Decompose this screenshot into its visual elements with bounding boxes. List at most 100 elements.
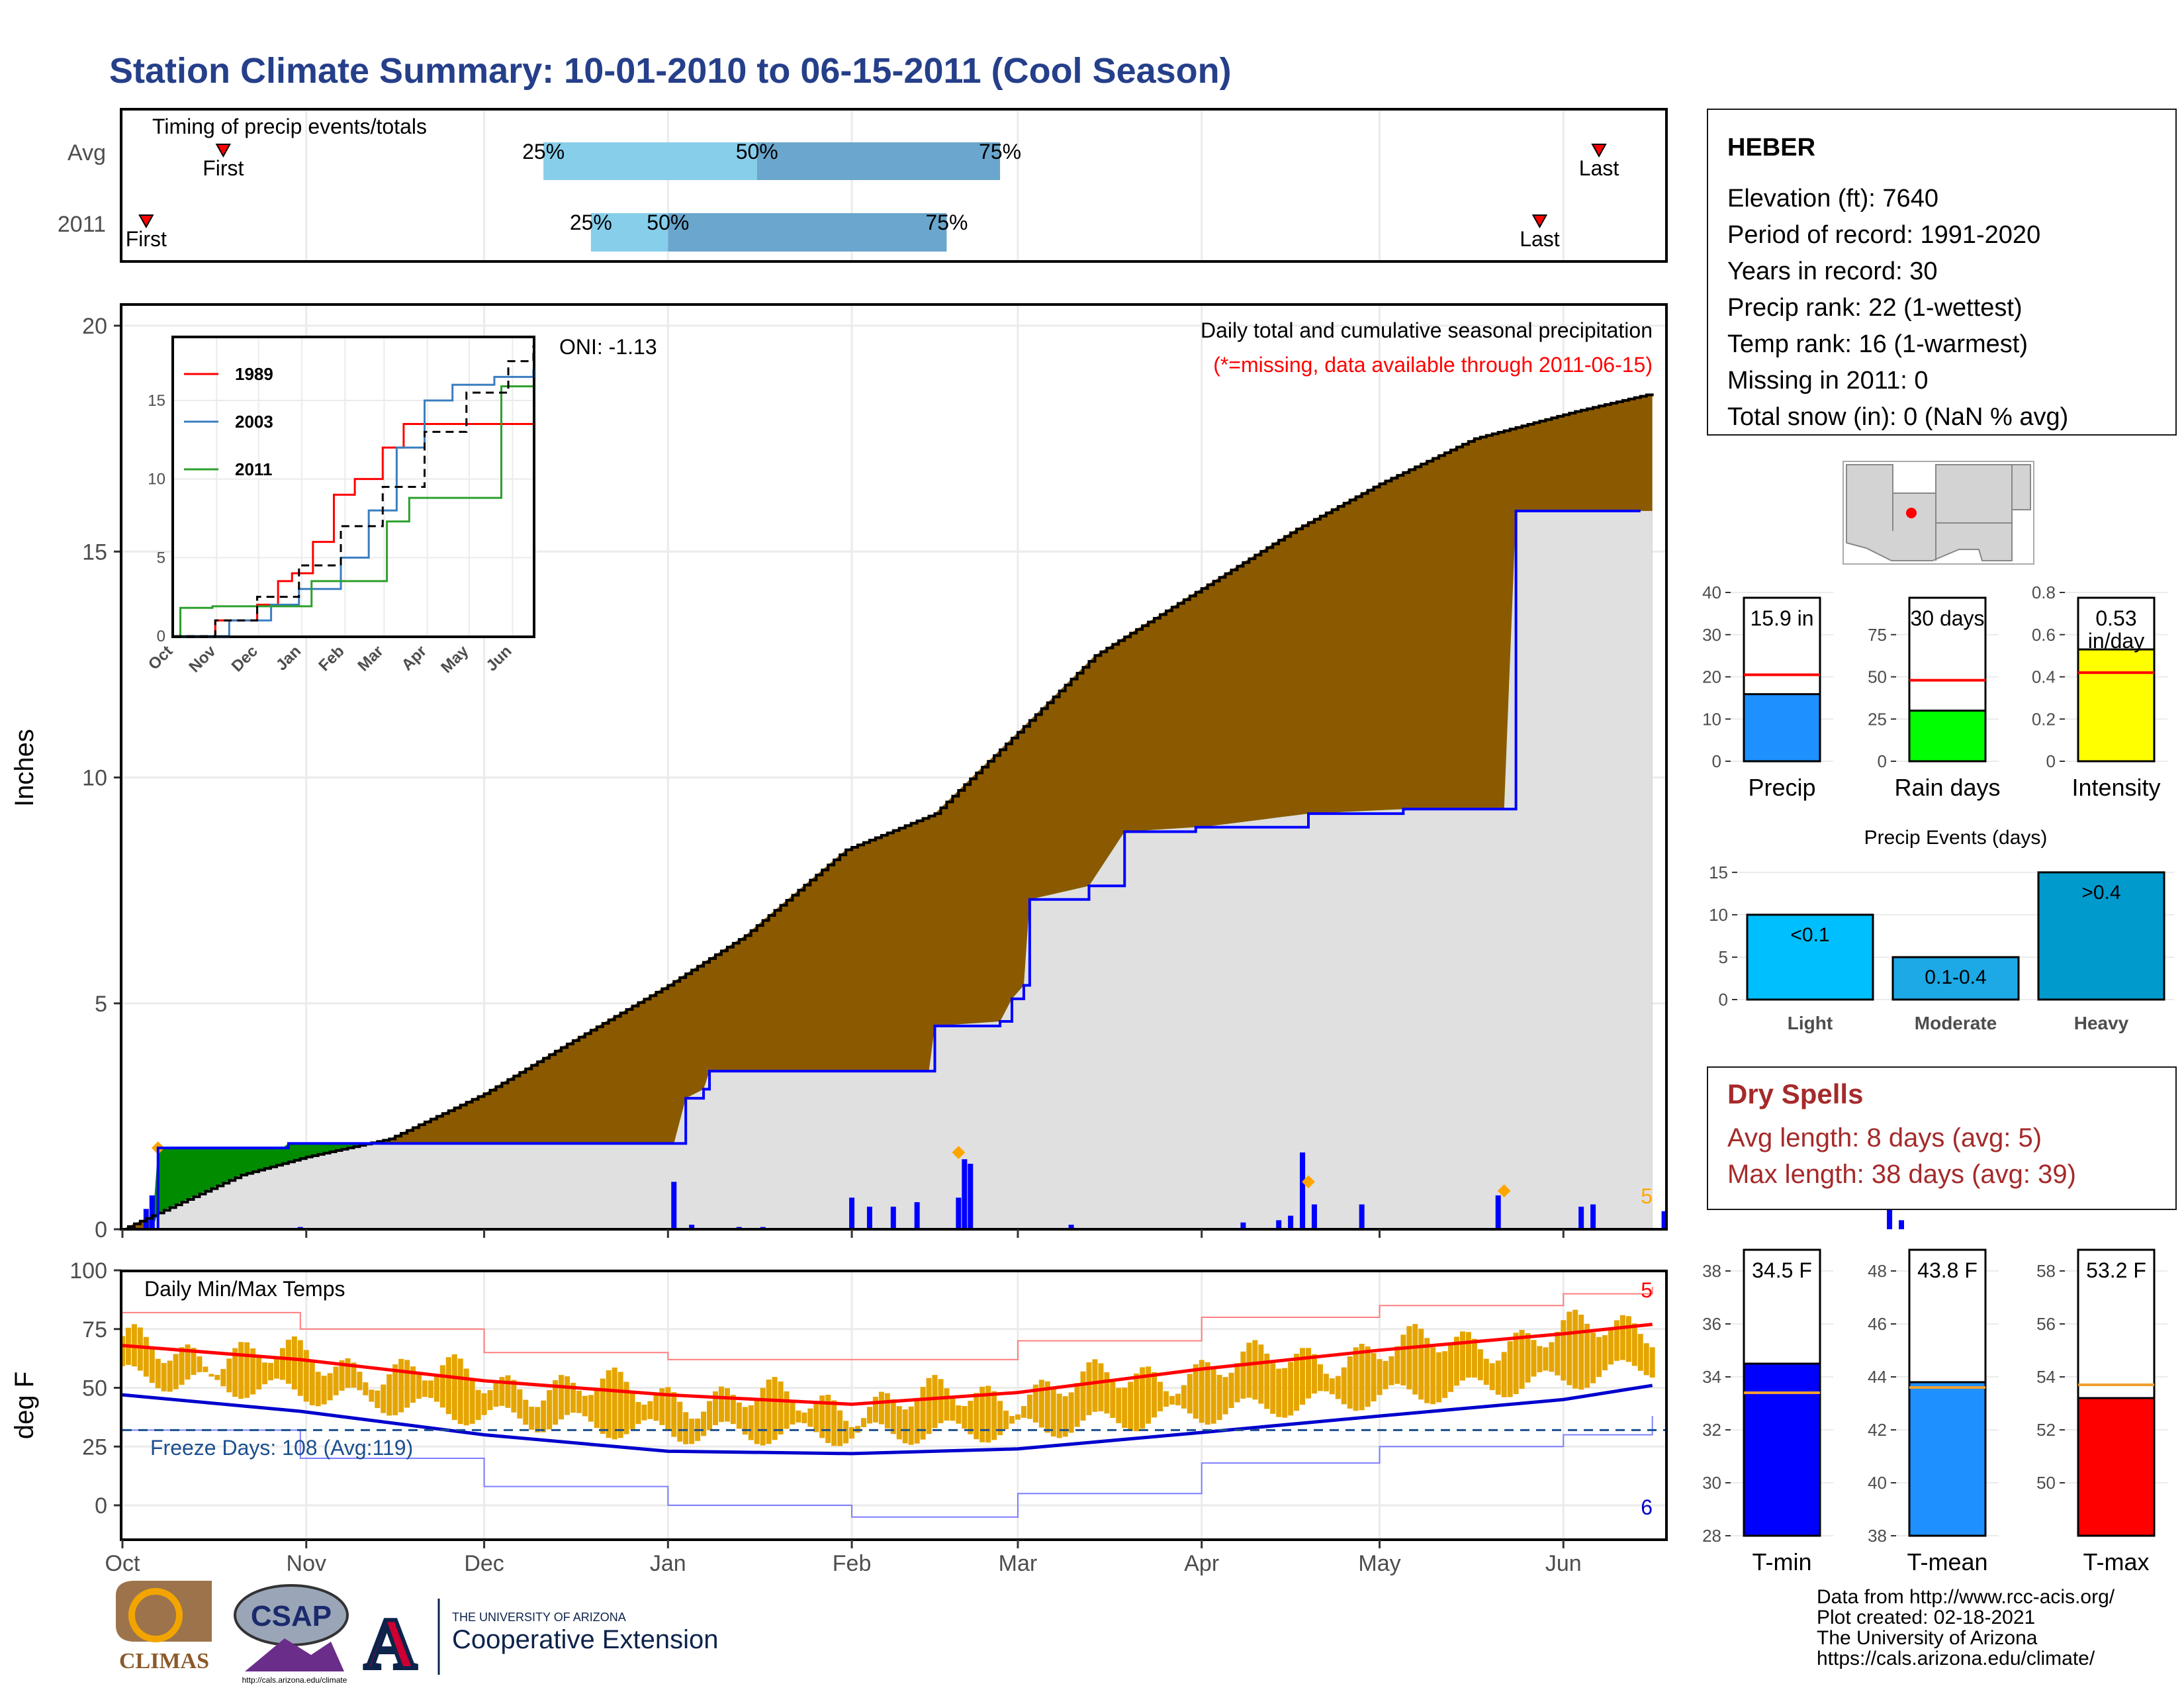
daily-temp-bar — [866, 1407, 872, 1424]
daily-temp-bar — [1418, 1329, 1424, 1400]
daily-temp-bar — [801, 1412, 807, 1424]
events-y-tick-label: 15 — [1709, 863, 1728, 882]
daily-precip-bar — [1661, 1211, 1667, 1229]
daily-temp-bar — [517, 1389, 523, 1419]
intensity-y-tick-label: 0.8 — [2032, 583, 2056, 602]
daily-temp-bar — [1561, 1320, 1567, 1381]
daily-temp-bar — [167, 1360, 173, 1392]
ua-line1: THE UNIVERSITY OF ARIZONA — [452, 1611, 626, 1624]
daily-temp-bar — [962, 1406, 968, 1429]
temp-y-tick-label: 50 — [82, 1376, 107, 1401]
daily-precip-bar — [1495, 1195, 1501, 1229]
daily-temp-bar — [1483, 1358, 1489, 1385]
daily-temp-bar — [689, 1419, 695, 1444]
daily-temp-bar — [665, 1387, 671, 1431]
daily-temp-bar — [173, 1354, 179, 1389]
daily-temp-bar — [303, 1350, 309, 1402]
intensity-y-tick-label: 0 — [2046, 751, 2056, 771]
daily-temp-bar — [754, 1397, 760, 1444]
daily-precip-bar — [689, 1225, 695, 1229]
inset-y-tick-label: 5 — [157, 549, 165, 567]
tmin-y-tick-label: 36 — [1702, 1314, 1721, 1334]
daily-temp-bar — [1276, 1368, 1282, 1417]
daily-temp-bar — [1531, 1340, 1537, 1377]
precip-marker — [1302, 1175, 1315, 1189]
daily-temp-bar — [617, 1372, 623, 1438]
daily-temp-bar — [1365, 1346, 1371, 1407]
timing-panel: 25% 50% 75% First Last 25% 50% 75% First Last Tim… — [58, 108, 1668, 263]
timing-p25-label: 25% — [522, 140, 565, 164]
month-label: Feb — [833, 1551, 872, 1576]
daily-temp-bar — [1038, 1380, 1044, 1428]
climas-logo: CLIMAS — [116, 1581, 212, 1673]
rain-days-y-tick-label: 25 — [1868, 709, 1887, 729]
precip-y-label: Inches — [10, 729, 39, 807]
daily-temp-bar — [576, 1390, 582, 1413]
daily-temp-bar — [1092, 1359, 1098, 1412]
daily-temp-bar — [896, 1406, 902, 1440]
daily-temp-bar — [1619, 1315, 1625, 1360]
precip-area — [122, 393, 1653, 1230]
temp-panel: 0 25 50 75 100 Daily Min/Max Temps Freeze Da… — [10, 1258, 1668, 1541]
daily-temp-bar — [238, 1342, 244, 1399]
daily-temp-bar — [1643, 1343, 1649, 1376]
daily-temp-bar — [1015, 1414, 1021, 1420]
rain-days-y-tick-label: 50 — [1868, 667, 1887, 687]
timing-label: Timing of precip events/totals — [152, 115, 427, 138]
station-precip-rank: Precip rank: 22 (1-wettest) — [1727, 294, 2023, 322]
daily-temp-bar — [582, 1395, 588, 1417]
daily-temp-bar — [428, 1380, 433, 1398]
daily-temp-bar — [730, 1395, 736, 1425]
daily-temp-bar — [226, 1358, 232, 1393]
intensity-value-label: 0.53 — [2095, 606, 2136, 630]
daily-temp-bar — [974, 1393, 979, 1440]
daily-temp-bar — [659, 1388, 665, 1425]
timing-marker-label: First — [203, 156, 244, 180]
daily-temp-bar — [813, 1401, 819, 1432]
daily-precip-bar — [956, 1197, 962, 1229]
daily-temp-bar — [1074, 1383, 1080, 1427]
rain-days-value-label: 30 days — [1910, 606, 1984, 630]
daily-precip-bar — [866, 1206, 872, 1229]
daily-temp-bar — [1543, 1347, 1549, 1371]
daily-temp-bar — [600, 1378, 606, 1434]
average-cumulative-line — [122, 509, 1641, 1231]
daily-temp-bar — [499, 1377, 505, 1406]
daily-temp-bar — [244, 1342, 250, 1398]
tmean-y-tick-label: 48 — [1868, 1261, 1887, 1281]
station-elevation: Elevation (ft): 7640 — [1727, 185, 1938, 212]
rain-days-value-bar — [1908, 710, 1987, 763]
daily-temp-bar — [345, 1358, 351, 1388]
daily-temp-bar — [713, 1391, 718, 1425]
daily-temp-bar — [968, 1401, 974, 1434]
daily-temp-bar — [321, 1376, 327, 1405]
precip-y-tick-label: 10 — [82, 766, 107, 791]
daily-temp-bar — [185, 1344, 191, 1380]
daily-temp-bar — [291, 1336, 297, 1390]
timing-marker-label: First — [126, 227, 167, 251]
tmean-value-label: 43.8 F — [1917, 1258, 1978, 1282]
daily-temp-bar — [944, 1388, 950, 1421]
daily-temp-bar — [1489, 1363, 1495, 1391]
precip-y-tick-label: 10 — [1702, 709, 1721, 729]
station-missing: Missing in 2011: 0 — [1727, 367, 1928, 395]
daily-temp-bar — [1258, 1344, 1264, 1404]
timing-marker-label: Last — [1520, 227, 1560, 251]
daily-temp-bar — [991, 1391, 997, 1440]
daily-precip-bar — [890, 1206, 896, 1229]
daily-temp-bar — [1270, 1363, 1276, 1414]
daily-temp-bar — [1044, 1381, 1050, 1433]
tmax-average-line — [122, 1323, 1653, 1406]
daily-temp-bar — [1465, 1332, 1471, 1378]
daily-temp-bar — [1311, 1354, 1317, 1394]
daily-temp-bar — [1323, 1374, 1329, 1391]
daily-temp-bar — [1353, 1347, 1359, 1411]
daily-temp-bar — [1329, 1378, 1335, 1395]
daily-temp-bar — [1519, 1330, 1525, 1389]
daily-temp-bar — [1175, 1393, 1181, 1405]
daily-temp-bar — [547, 1389, 553, 1430]
